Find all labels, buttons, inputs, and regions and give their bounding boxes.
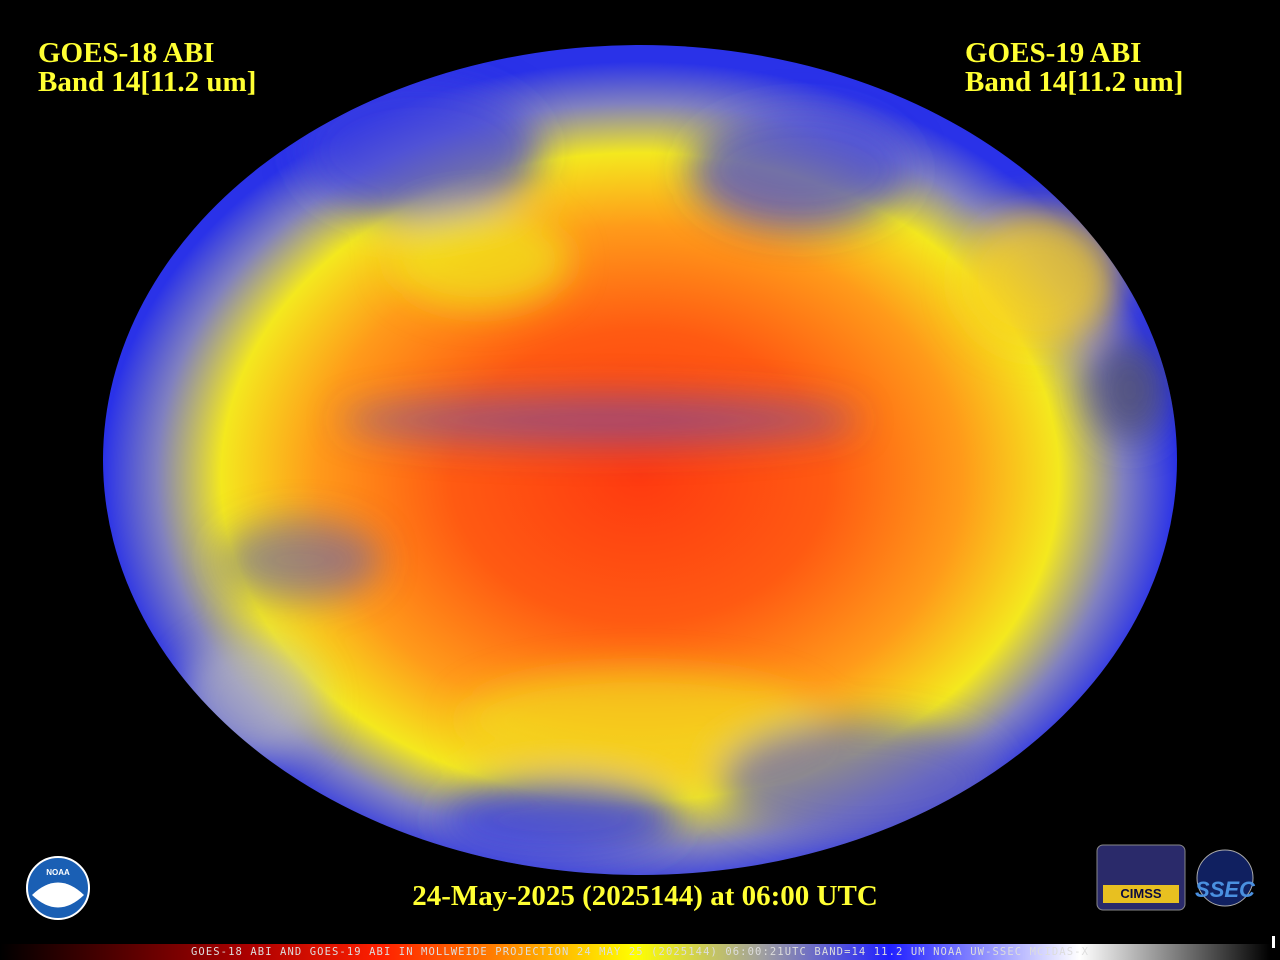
ssec-label: SSEC: [1195, 877, 1256, 902]
cimss-label: CIMSS: [1120, 886, 1162, 901]
header-left-line1: GOES-18 ABI: [38, 37, 214, 69]
header-left-line2: Band 14[11.2 um]: [38, 66, 256, 98]
footer-caption: GOES-18 ABI AND GOES-19 ABI IN MOLLWEIDE…: [191, 946, 1089, 958]
noaa-logo: NOAA: [26, 856, 90, 920]
timestamp: 24-May-2025 (2025144) at 06:00 UTC: [412, 880, 878, 912]
color-bar: [0, 944, 1270, 960]
header-right-line1: GOES-19 ABI: [965, 37, 1141, 69]
cimss-logo: CIMSS: [1096, 844, 1186, 911]
earth-disk: [103, 45, 1177, 875]
colorbar-marker: [1272, 936, 1275, 948]
noaa-label: NOAA: [46, 868, 70, 877]
cloud-patterns: [180, 80, 1170, 860]
header-right-line2: Band 14[11.2 um]: [965, 66, 1183, 98]
ssec-logo: SSEC: [1195, 849, 1256, 907]
